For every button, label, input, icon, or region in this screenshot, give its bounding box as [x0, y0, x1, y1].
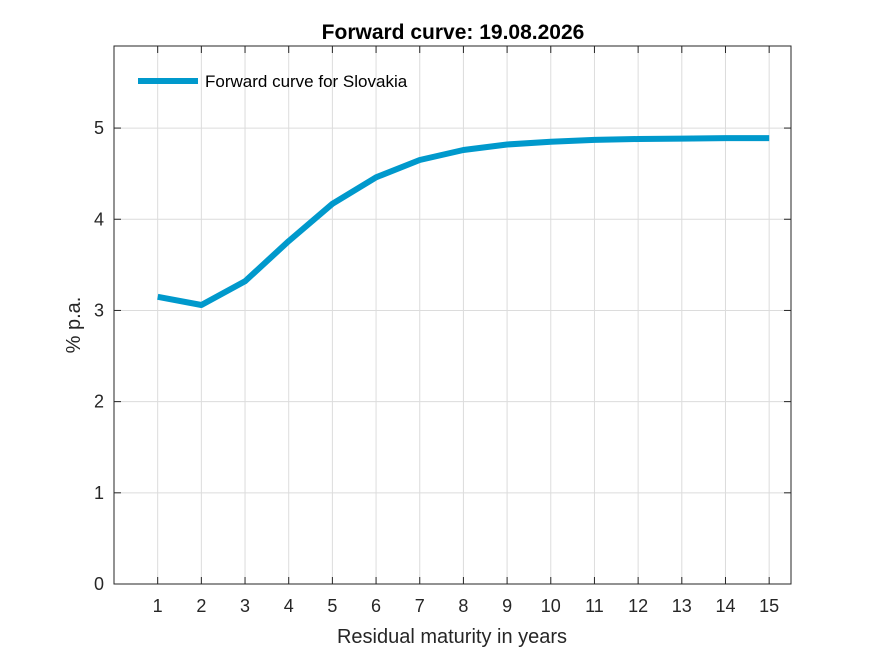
x-tick-label: 8: [458, 596, 468, 616]
y-tick-label: 4: [94, 209, 104, 229]
x-tick-label: 15: [759, 596, 779, 616]
chart-title: Forward curve: 19.08.2026: [322, 21, 585, 44]
y-tick-label: 5: [94, 118, 104, 138]
y-tick-label: 2: [94, 392, 104, 412]
x-tick-label: 13: [672, 596, 692, 616]
x-tick-label: 14: [715, 596, 735, 616]
x-tick-labels: 1 2 3 4 5 6 7 8 9 10 11 12 13 14 15: [153, 596, 780, 616]
x-tick-label: 10: [541, 596, 561, 616]
x-tick-label: 6: [371, 596, 381, 616]
x-tick-label: 5: [327, 596, 337, 616]
x-tick-label: 11: [585, 596, 604, 616]
x-tick-label: 12: [628, 596, 648, 616]
plot-area: [114, 46, 791, 584]
legend-label: Forward curve for Slovakia: [205, 72, 408, 91]
grid-lines: [114, 46, 791, 584]
x-tick-label: 4: [284, 596, 294, 616]
x-tick-label: 2: [196, 596, 206, 616]
x-tick-label: 1: [153, 596, 163, 616]
plot-frame: [113, 45, 792, 585]
x-tick-label: 7: [415, 596, 425, 616]
x-tick-label: 3: [240, 596, 250, 616]
y-tick-label: 3: [94, 300, 104, 320]
y-tick-label: 1: [94, 483, 104, 503]
y-tick-labels: 0 1 2 3 4 5: [94, 118, 104, 594]
x-axis-label: Residual maturity in years: [337, 626, 567, 648]
legend: Forward curve for Slovakia: [138, 72, 408, 91]
y-tick-label: 0: [94, 574, 104, 594]
axis-ticks: [114, 46, 791, 585]
x-tick-label: 9: [502, 596, 512, 616]
y-axis-label: % p.a.: [63, 297, 85, 354]
series-layer: [157, 135, 770, 308]
